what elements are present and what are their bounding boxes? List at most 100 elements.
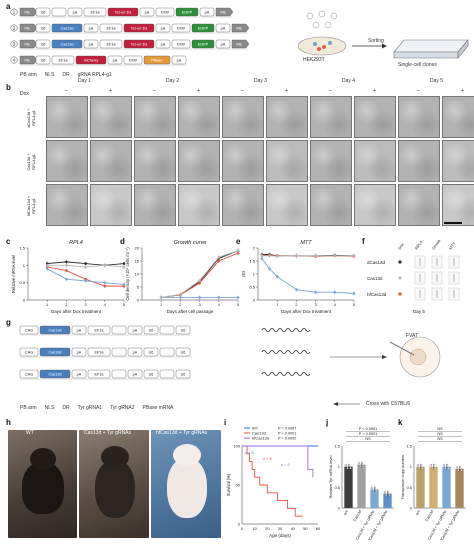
construct-element bbox=[143, 347, 159, 357]
y-tick-label: 0.5 bbox=[249, 285, 255, 290]
x-tick-label: 1 bbox=[276, 302, 279, 307]
y-tick-label: 0 bbox=[23, 298, 26, 303]
legend-g-pbase: PBase mRNA bbox=[142, 405, 174, 411]
data-point bbox=[65, 260, 68, 264]
n-label: n = 5 bbox=[281, 463, 290, 467]
data-point bbox=[268, 254, 271, 258]
y-tick-label: 20 bbox=[135, 246, 140, 251]
data-point bbox=[179, 296, 182, 299]
construct-element bbox=[71, 325, 87, 335]
construct-element-label: PB bbox=[24, 43, 30, 47]
y-tick-label: 100 bbox=[233, 444, 240, 449]
x-tick-label: 4 bbox=[218, 302, 221, 307]
construct-element bbox=[51, 23, 83, 33]
construct-element bbox=[51, 39, 83, 49]
series-line bbox=[161, 252, 239, 298]
construct-element-label: Cas13d bbox=[48, 373, 61, 377]
n-label: n = 5 bbox=[245, 451, 254, 455]
bar bbox=[455, 468, 464, 508]
x-axis-label: Days after Dox treatment bbox=[281, 309, 332, 314]
legend-g-dr: DR bbox=[62, 405, 70, 411]
data-point bbox=[103, 264, 107, 267]
data-dot bbox=[429, 464, 432, 467]
data-dot bbox=[421, 467, 424, 470]
y-tick-label: 0 bbox=[238, 522, 241, 527]
summary-row-label: dCas13d bbox=[367, 260, 386, 265]
micrograph-tile bbox=[46, 96, 88, 138]
dox-label: Dox bbox=[20, 91, 29, 97]
data-point bbox=[275, 275, 279, 278]
legend-g-nls: NLS bbox=[44, 405, 55, 411]
construct-element-label: pA bbox=[89, 27, 94, 31]
legend-pb-arm: PB arm bbox=[20, 72, 37, 78]
panel-a-legend: PB arm NLS DR gRNA RPL4-g1 bbox=[20, 72, 190, 78]
embryo-icon bbox=[389, 336, 441, 378]
construct-element bbox=[155, 39, 171, 49]
y-tick-label: 0.5 bbox=[406, 485, 412, 490]
construct-element-label: EGFP bbox=[198, 27, 209, 31]
construct-element bbox=[171, 39, 191, 49]
x-tick-label: 20 bbox=[265, 526, 270, 531]
data-point bbox=[295, 254, 298, 258]
day-label: Day 1 bbox=[78, 78, 92, 84]
data-point bbox=[45, 267, 49, 271]
x-tick-label: 2 bbox=[295, 302, 298, 307]
micrograph-tile bbox=[398, 140, 440, 182]
growth-chart: Growth curve 0 5 10 15 20 1 2 3 4 5 Days after cell… bbox=[125, 240, 240, 314]
y-tick-label: 5 bbox=[137, 285, 140, 290]
category-label: Cas13d bbox=[353, 510, 363, 523]
micrograph-tile bbox=[46, 184, 88, 226]
construct-element-label: EGFP bbox=[198, 43, 209, 47]
micrograph-tile bbox=[178, 140, 220, 182]
data-dot bbox=[370, 486, 373, 489]
construct-element bbox=[127, 369, 143, 379]
day-label: Day 2 bbox=[166, 78, 180, 84]
y-tick-label: 1.5 bbox=[406, 444, 412, 449]
construct-element bbox=[143, 325, 159, 335]
significance-label: P = 0.0001 bbox=[359, 432, 377, 436]
n-label: n = 8 bbox=[263, 457, 272, 461]
well-plate-icon bbox=[393, 39, 469, 59]
construct-element bbox=[215, 23, 231, 33]
construct-element bbox=[111, 369, 127, 379]
pb-arm-element bbox=[231, 39, 250, 49]
data-point bbox=[45, 264, 49, 267]
construct-element bbox=[87, 325, 111, 335]
construct-number: 1 bbox=[13, 10, 16, 15]
construct-element bbox=[175, 325, 191, 335]
y-axis-label: Cell density (×10⁵ cells ml⁻¹) bbox=[125, 247, 130, 301]
data-point bbox=[65, 277, 68, 281]
y-tick-label: 0.5 bbox=[19, 280, 25, 285]
construct-element bbox=[99, 23, 123, 33]
construct-element bbox=[191, 39, 215, 49]
construct-element-label: pA bbox=[221, 27, 226, 31]
construct-element bbox=[159, 347, 175, 357]
panel-a-label: a bbox=[6, 2, 11, 11]
construct-element bbox=[143, 55, 171, 65]
construct-element bbox=[127, 325, 143, 335]
data-point bbox=[352, 292, 356, 295]
data-point bbox=[333, 254, 337, 258]
data-point bbox=[268, 267, 271, 271]
construct-element-label: pA bbox=[133, 329, 138, 333]
survival-curve bbox=[242, 445, 303, 517]
construct-element-label: pA bbox=[77, 373, 82, 377]
series-line bbox=[261, 258, 355, 294]
pb-arm-element bbox=[231, 23, 250, 33]
construct-element bbox=[35, 39, 51, 49]
data-point bbox=[260, 257, 264, 260]
construct-element-label: PB bbox=[24, 59, 30, 63]
data-dot bbox=[431, 467, 434, 470]
data-point bbox=[84, 279, 87, 283]
data-point bbox=[84, 265, 87, 269]
construct-element-label: mCherry bbox=[84, 59, 99, 63]
construct-element bbox=[199, 7, 215, 17]
clones-label: Single-cell clones bbox=[398, 62, 437, 68]
arrow-icon bbox=[330, 355, 387, 359]
legend-dr: DR bbox=[62, 72, 70, 78]
x-tick-label: 60 bbox=[316, 526, 321, 531]
x-tick-label: 3 bbox=[84, 302, 87, 307]
construct-number-badge bbox=[10, 56, 18, 64]
construct-element-label: Cas13d bbox=[48, 351, 61, 355]
data-dot bbox=[349, 467, 352, 470]
